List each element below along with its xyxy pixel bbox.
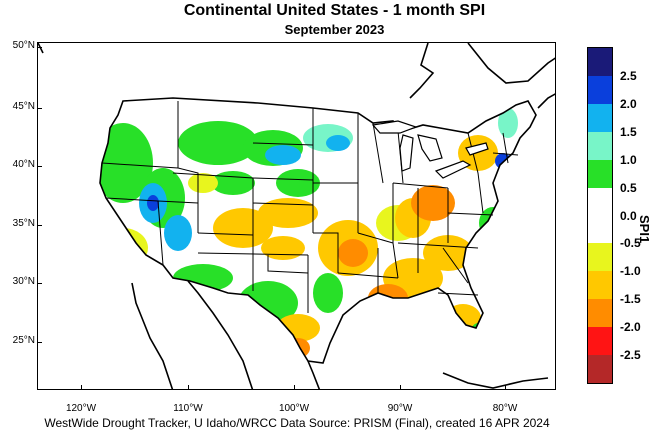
lat-label-35: 35°N: [12, 218, 35, 229]
lon-tick-110: [188, 385, 189, 390]
lat-tick-25: [37, 342, 42, 343]
lon-label-100: 100°W: [278, 403, 310, 414]
lat-tick-40: [37, 166, 42, 167]
colorbar-cell: [588, 48, 612, 76]
lon-tick-120: [81, 385, 82, 390]
lon-tick-90: [400, 385, 401, 390]
lon-label-90: 90°W: [387, 403, 413, 414]
lat-label-30: 30°N: [12, 276, 35, 287]
colorbar-cell: [588, 327, 612, 356]
lat-tick-30: [37, 283, 42, 284]
colorbar-tick-label: 0.0: [620, 208, 637, 223]
map-subtitle: September 2023: [284, 22, 385, 37]
colorbar-tick-label: 1.0: [620, 152, 637, 167]
lat-tick-45: [37, 108, 42, 109]
spi-anomaly-field: [100, 98, 536, 363]
colorbar-tick-label: 0.5: [620, 180, 637, 195]
colorbar-cell: [588, 271, 612, 300]
colorbar-tick-label: -1.0: [620, 264, 641, 279]
lon-tick-100: [294, 385, 295, 390]
conus-outline: [99, 97, 537, 364]
lon-label-80: 80°W: [492, 403, 518, 414]
colorbar-tick-label: 2.5: [620, 68, 637, 83]
lat-tick-50: [37, 47, 42, 48]
spi-map-svg: [38, 43, 555, 389]
colorbar-cell: [588, 299, 612, 328]
colorbar-tick-label: -2.5: [620, 348, 641, 363]
colorbar-cell: [588, 243, 612, 272]
colorbar-title: SPI1: [637, 215, 652, 244]
colorbar-tick-label: -1.5: [620, 292, 641, 307]
lon-label-120: 120°W: [65, 403, 97, 414]
colorbar-tick-label: 2.0: [620, 96, 637, 111]
colorbar-cell: [588, 159, 612, 188]
colorbar-cell: [588, 187, 612, 216]
lat-label-50: 50°N: [12, 40, 35, 51]
colorbar-cell: [588, 215, 612, 244]
lat-label-45: 45°N: [12, 101, 35, 112]
map-title: Continental United States - 1 month SPI: [183, 2, 486, 19]
map-area: [37, 42, 556, 390]
colorbar-cell: [588, 355, 612, 384]
lat-label-40: 40°N: [12, 159, 35, 170]
data-source-credit: WestWide Drought Tracker, U Idaho/WRCC D…: [44, 416, 550, 430]
colorbar-tick-label: 1.5: [620, 124, 637, 139]
lon-label-110: 110°W: [173, 403, 203, 414]
coastlines: [38, 43, 555, 389]
lat-label-25: 25°N: [12, 335, 35, 346]
great-lakes: [371, 120, 489, 179]
colorbar-tick-label: -2.0: [620, 320, 641, 335]
lon-tick-80: [505, 385, 506, 390]
colorbar-tick-label: -0.5: [620, 236, 641, 251]
lat-tick-35: [37, 225, 42, 226]
spi-colorbar: [587, 47, 613, 384]
colorbar-cell: [588, 131, 612, 160]
colorbar-cell: [588, 75, 612, 104]
colorbar-cell: [588, 103, 612, 132]
